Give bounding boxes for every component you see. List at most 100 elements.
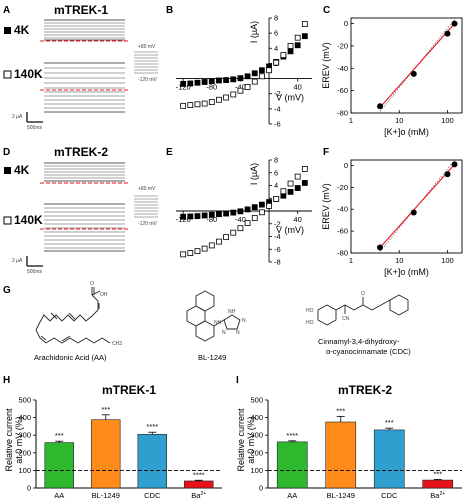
data-point xyxy=(223,210,230,217)
y-tick-label: 400 xyxy=(250,413,263,422)
erev-plot-f: 0 -20 -40 -60 -801 10 100 EREV (mV) [K+]o (mM) xyxy=(321,159,463,277)
x-axis-label: V (mV) xyxy=(276,93,304,103)
data-point xyxy=(294,185,301,191)
data-point xyxy=(287,188,294,195)
bar xyxy=(91,419,121,489)
data-point xyxy=(258,67,265,74)
trace-title: mTREK-2 xyxy=(54,145,108,159)
y-tick-label: 6 xyxy=(274,29,278,38)
protocol-label-low: -120 mV xyxy=(138,77,158,83)
panel-label-e: E xyxy=(166,147,173,158)
data-point xyxy=(244,220,251,227)
x-tick-label: 10 xyxy=(395,256,403,265)
protocol-label-high: +80 mV xyxy=(138,44,156,50)
data-point xyxy=(410,209,417,216)
atom-label: NH xyxy=(228,309,236,315)
y-tick-label: 0 xyxy=(344,161,348,170)
voltage-protocol: +80 mV -120 mV xyxy=(134,186,158,227)
open-square-marker xyxy=(3,70,12,79)
y-tick-label: -20 xyxy=(337,41,348,50)
x-tick-label: 100 xyxy=(441,116,454,125)
data-point xyxy=(237,208,244,215)
significance-label: **** xyxy=(193,470,205,479)
data-point xyxy=(294,42,301,49)
data-point xyxy=(244,84,251,90)
bar xyxy=(422,479,454,489)
atom-label: O xyxy=(361,291,365,297)
cdc-structure xyxy=(317,294,409,326)
protocol-label-low: -120 mV xyxy=(138,221,158,227)
x-axis-label: V (mV) xyxy=(276,225,304,235)
data-point xyxy=(216,77,222,84)
atom-label: OH xyxy=(100,292,108,298)
arachidonic-acid-structure xyxy=(35,287,111,344)
data-point xyxy=(251,204,258,211)
panel-label-g: G xyxy=(3,285,11,296)
atom-label: CN xyxy=(342,316,350,322)
data-point xyxy=(201,79,208,85)
data-point xyxy=(230,229,237,236)
data-point xyxy=(201,212,208,219)
plot-frame xyxy=(350,159,463,254)
data-point xyxy=(266,67,272,74)
y-tick-label: 300 xyxy=(250,431,263,440)
scale-label-current: 2 µA xyxy=(12,114,23,120)
current-traces-4k xyxy=(44,162,125,182)
bar xyxy=(325,421,357,489)
category-label: AA xyxy=(287,491,297,500)
y-tick-label: 300 xyxy=(18,431,31,440)
y-tick-label: 8 xyxy=(274,156,278,165)
category-label: AA xyxy=(54,491,64,500)
data-point xyxy=(180,80,187,87)
data-point xyxy=(187,213,194,220)
open-square-marker xyxy=(3,216,12,225)
y-tick-label: 8 xyxy=(274,14,278,23)
panel-label-b: B xyxy=(166,5,173,16)
data-point xyxy=(187,250,194,256)
data-point xyxy=(208,211,215,218)
category-label: Ba2+ xyxy=(430,491,445,500)
panel-label-h: H xyxy=(3,375,10,386)
structure-atom-labels: OH O CH3 NH N N N NH HO HO CN O xyxy=(90,281,365,347)
scale-label-time: 500ms xyxy=(27,125,43,131)
data-point xyxy=(410,70,417,77)
x-tick-label: 100 xyxy=(441,256,454,265)
data-point xyxy=(451,161,458,168)
bar-chart-i: mTREK-2 0 100 200 300 400 500 **** AA *** BL-1249 *… xyxy=(250,383,462,500)
condition-label-140k: 140K xyxy=(14,213,43,227)
scale-bar: 2 µA 500ms xyxy=(12,256,43,275)
data-point xyxy=(223,94,230,101)
voltage-protocol: +80 mV -120 mV xyxy=(134,44,158,83)
data-point xyxy=(237,225,244,232)
x-tick-label: 1 xyxy=(349,256,353,265)
condition-label-140k: 140K xyxy=(14,67,43,81)
data-point xyxy=(301,180,308,186)
y-tick-label: 500 xyxy=(250,396,263,405)
atom-label: N xyxy=(242,318,246,324)
data-point xyxy=(301,33,308,40)
data-point xyxy=(294,173,301,180)
y-axis-label: EREV (mV) xyxy=(321,42,331,89)
significance-label: **** xyxy=(146,422,158,431)
data-point xyxy=(237,75,244,82)
condition-label-4k: 4K xyxy=(14,23,30,37)
data-point xyxy=(301,21,308,27)
plot-frame xyxy=(350,17,463,114)
atom-label: N xyxy=(236,330,240,336)
data-point xyxy=(273,195,280,202)
atom-label: N xyxy=(222,330,226,336)
y-tick-label: 500 xyxy=(18,396,31,405)
filled-square-marker xyxy=(4,27,11,34)
traces-panel-a: mTREK-1 4K 140K xyxy=(3,3,158,131)
data-point xyxy=(251,70,258,77)
y-tick-label: -40 xyxy=(337,205,348,214)
compound-name-bl1249: BL-1249 xyxy=(198,353,226,362)
atom-label: HO xyxy=(306,320,314,326)
y-tick-label: -60 xyxy=(337,227,348,236)
compound-name-cdc-line2: α-cyanocinnamate (CDC) xyxy=(326,347,411,356)
bar-chart-h: mTREK-1 0 100 200 300 400 500 *** AA *** BL-1249 **… xyxy=(18,383,222,500)
data-point xyxy=(223,234,230,241)
condition-label-4k: 4K xyxy=(14,163,30,177)
significance-label: *** xyxy=(101,405,110,414)
